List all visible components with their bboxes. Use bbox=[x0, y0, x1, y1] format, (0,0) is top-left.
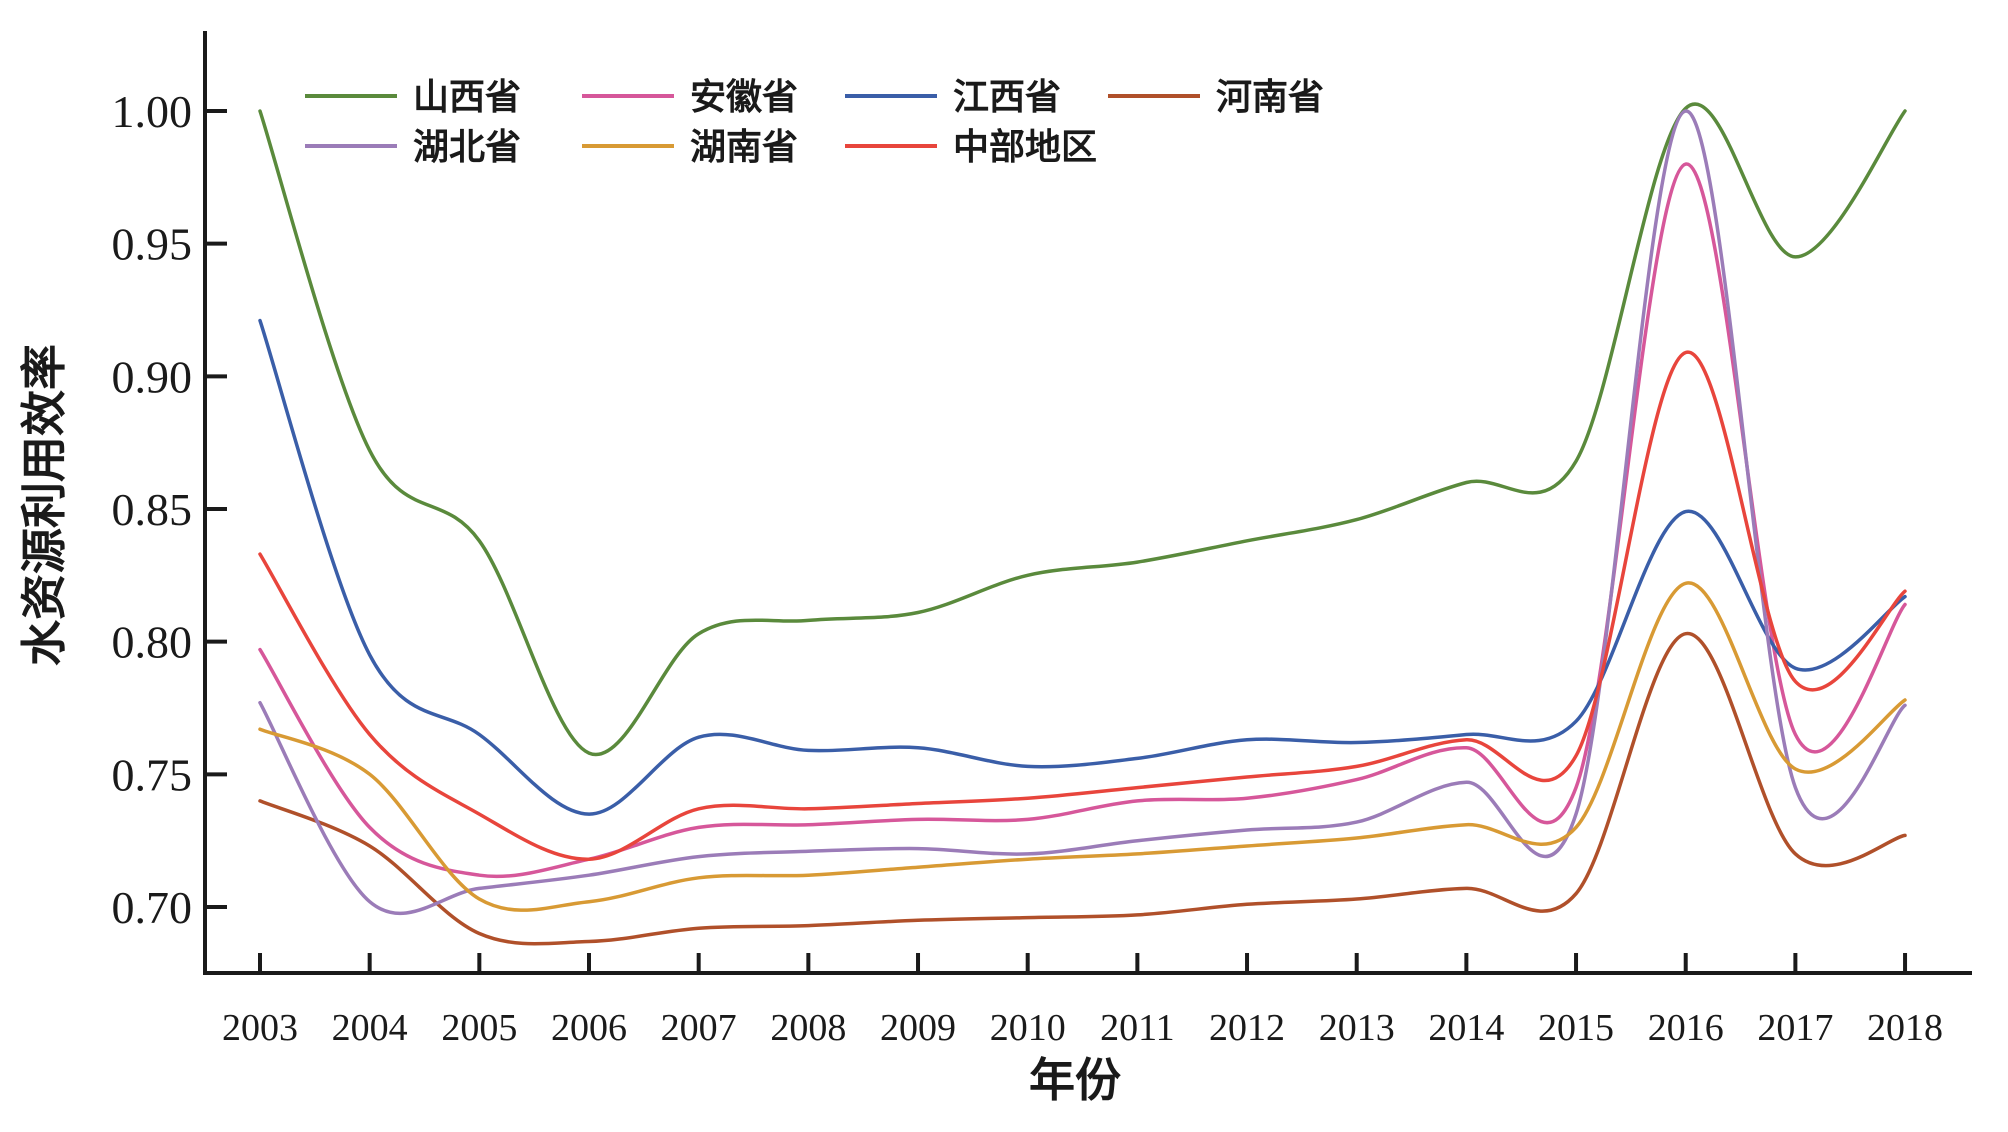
series-2 bbox=[258, 318, 1907, 816]
x-tick-label: 2009 bbox=[880, 1007, 956, 1049]
legend-label: 湖南省 bbox=[690, 126, 798, 168]
series-line bbox=[258, 631, 1907, 946]
y-tick-label: 0.70 bbox=[112, 882, 193, 933]
x-tick-label: 2003 bbox=[222, 1007, 298, 1049]
legend-label: 河南省 bbox=[1216, 76, 1324, 118]
y-tick-label: 0.75 bbox=[112, 749, 193, 800]
series-4 bbox=[258, 109, 1907, 916]
series-5 bbox=[258, 581, 1907, 912]
x-tick-label: 2014 bbox=[1428, 1007, 1504, 1049]
x-tick-label: 2013 bbox=[1319, 1007, 1395, 1049]
legend-label: 中部地区 bbox=[953, 126, 1097, 168]
legend-label: 江西省 bbox=[953, 76, 1061, 118]
x-tick-label: 2008 bbox=[770, 1007, 846, 1049]
legend-label: 湖北省 bbox=[413, 126, 521, 168]
legend-item: 湖北省 bbox=[305, 126, 521, 168]
series-line bbox=[258, 581, 1907, 912]
series-layer bbox=[258, 102, 1907, 946]
series-1 bbox=[258, 162, 1907, 879]
x-tick-label: 2011 bbox=[1100, 1007, 1175, 1049]
legend-item: 安徽省 bbox=[582, 76, 798, 118]
x-tick-label: 2012 bbox=[1209, 1007, 1285, 1049]
y-tick-label: 0.80 bbox=[112, 617, 193, 668]
x-tick-label: 2016 bbox=[1648, 1007, 1724, 1049]
y-axis-title: 水资源利用效率 bbox=[17, 344, 71, 666]
y-ticks: 0.70 0.75 0.80 0.85 0.90 0.95 1.00 bbox=[112, 86, 227, 933]
series-6 bbox=[258, 350, 1907, 861]
legend-item: 河南省 bbox=[1108, 76, 1324, 118]
y-tick-label: 0.85 bbox=[112, 484, 193, 535]
x-tick-label: 2004 bbox=[332, 1007, 408, 1049]
x-tick-label: 2010 bbox=[990, 1007, 1066, 1049]
legend-label: 安徽省 bbox=[690, 76, 798, 118]
x-tick-label: 2007 bbox=[661, 1007, 737, 1049]
legend-item: 中部地区 bbox=[845, 126, 1097, 168]
x-ticks: 2003 2004 2005 2006 2007 2008 2009 2010 2011 2012… bbox=[222, 953, 1943, 1049]
x-tick-label: 2006 bbox=[551, 1007, 627, 1049]
x-tick-label: 2005 bbox=[441, 1007, 517, 1049]
series-3 bbox=[258, 631, 1907, 946]
x-tick-label: 2018 bbox=[1867, 1007, 1943, 1049]
series-line bbox=[258, 162, 1907, 879]
legend-label: 山西省 bbox=[413, 76, 521, 118]
series-0 bbox=[258, 102, 1907, 757]
y-tick-label: 1.00 bbox=[112, 86, 193, 137]
y-tick-label: 0.90 bbox=[112, 351, 193, 402]
series-line bbox=[258, 109, 1907, 916]
y-tick-label: 0.95 bbox=[112, 219, 193, 270]
x-tick-label: 2017 bbox=[1757, 1007, 1833, 1049]
series-line bbox=[258, 318, 1907, 816]
series-line bbox=[258, 102, 1907, 757]
x-axis-title: 年份 bbox=[1029, 1053, 1121, 1107]
x-tick-label: 2015 bbox=[1538, 1007, 1614, 1049]
legend-item: 江西省 bbox=[845, 76, 1061, 118]
legend-item: 湖南省 bbox=[582, 126, 798, 168]
legend-item: 山西省 bbox=[305, 76, 521, 118]
series-line bbox=[258, 350, 1907, 861]
axes bbox=[203, 31, 1972, 975]
